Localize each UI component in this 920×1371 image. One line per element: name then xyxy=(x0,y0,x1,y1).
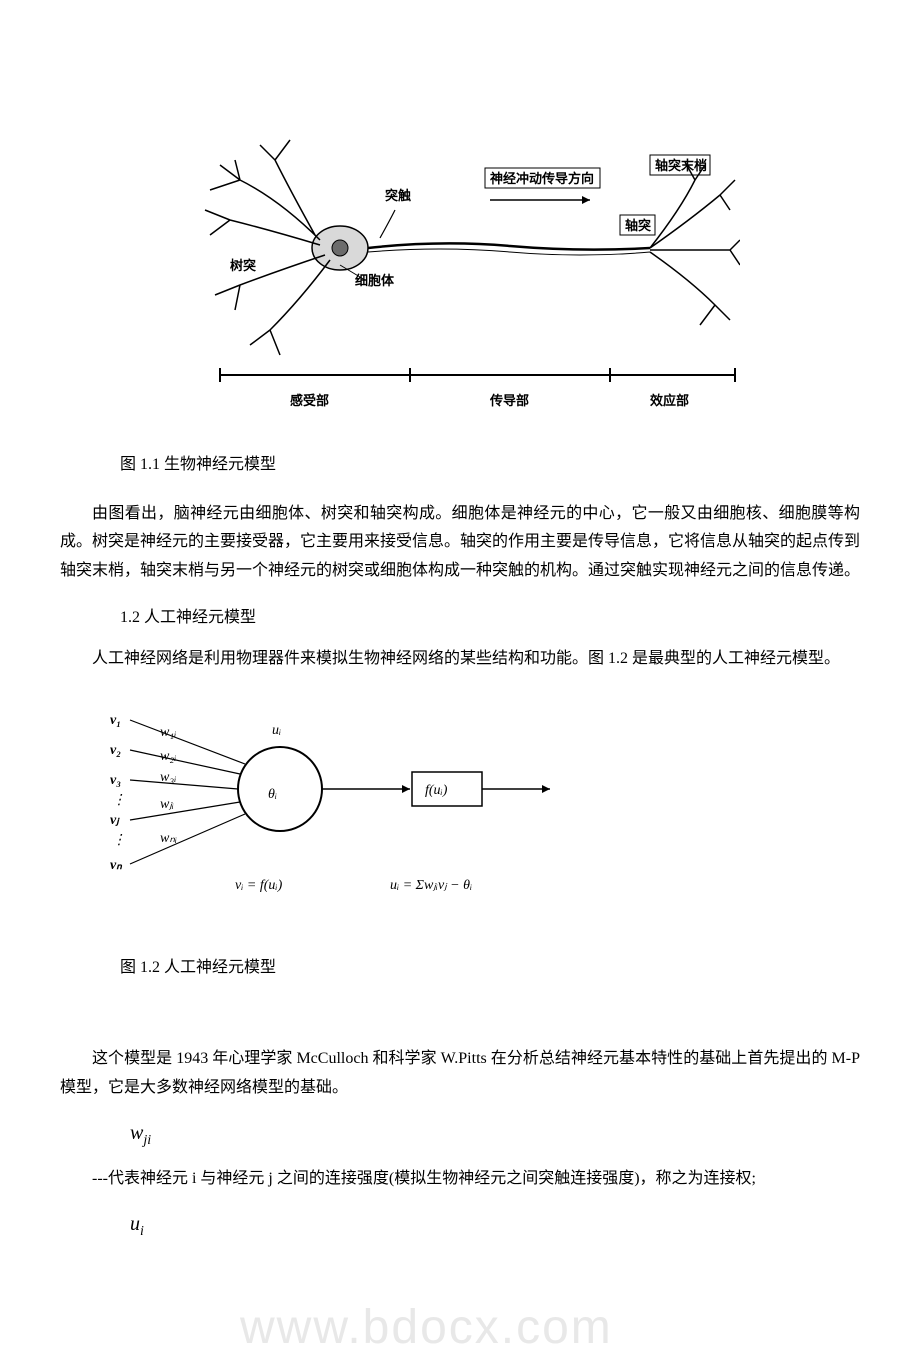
input-vn: vₙ xyxy=(110,858,123,873)
label-synapse: 突触 xyxy=(385,188,411,203)
figure1-container: 树突 突触 细胞体 神经冲动传导方向 轴突 轴突末梢 感受部 传导部 xyxy=(60,120,860,431)
artificial-neuron-svg: v₁ v₂ v₃ ⋮ vⱼ ⋮ vₙ w₁ᵢ w₂ᵢ w₃ᵢ wⱼᵢ wₙᵢ xyxy=(90,694,590,914)
label-conductor: 传导部 xyxy=(489,393,529,408)
theta-label: θᵢ xyxy=(268,787,277,802)
label-dendrite: 树突 xyxy=(230,258,256,273)
weight3: w₃ᵢ xyxy=(160,770,176,785)
para4: ---代表神经元 i 与神经元 j 之间的连接强度(模拟生物神经元之间突触连接强… xyxy=(60,1165,860,1194)
label-axon: 轴突 xyxy=(625,218,651,233)
watermark: www.bdocx.com xyxy=(240,1285,613,1371)
equation-right: uᵢ = Σwⱼᵢvⱼ − θᵢ xyxy=(390,878,472,893)
input-v2: v₂ xyxy=(110,743,121,758)
caption1: 图 1.1 生物神经元模型 xyxy=(120,451,860,480)
symbol-u: ui xyxy=(130,1206,860,1244)
weightj: wⱼᵢ xyxy=(160,797,174,812)
symbol-w: wji xyxy=(130,1115,860,1153)
para3: 这个模型是 1943 年心理学家 McCulloch 和科学家 W.Pitts … xyxy=(60,1045,860,1103)
figure2-container: v₁ v₂ v₃ ⋮ vⱼ ⋮ vₙ w₁ᵢ w₂ᵢ w₃ᵢ wⱼᵢ wₙᵢ xyxy=(60,694,860,925)
artificial-neuron-diagram: v₁ v₂ v₃ ⋮ vⱼ ⋮ vₙ w₁ᵢ w₂ᵢ w₃ᵢ wⱼᵢ wₙᵢ xyxy=(90,694,570,925)
para1: 由图看出，脑神经元由细胞体、树突和轴突构成。细胞体是神经元的中心，它一般又由细胞… xyxy=(60,500,860,586)
label-cellbody: 细胞体 xyxy=(355,273,395,288)
weightn: wₙᵢ xyxy=(160,831,177,846)
input-v3: v₃ xyxy=(110,773,121,788)
label-axon-terminal: 轴突末梢 xyxy=(655,158,707,173)
svg-text:⋮: ⋮ xyxy=(112,833,126,848)
equation-left: vᵢ = f(uᵢ) xyxy=(235,878,283,893)
weight2: w₂ᵢ xyxy=(160,749,176,764)
activation-label: f(uᵢ) xyxy=(425,783,448,798)
label-effector: 效应部 xyxy=(650,393,689,408)
para2: 人工神经网络是利用物理器件来模拟生物神经网络的某些结构和功能。图 1.2 是最典… xyxy=(60,645,860,674)
weight1: w₁ᵢ xyxy=(160,725,176,740)
biological-neuron-svg: 树突 突触 细胞体 神经冲动传导方向 轴突 轴突末梢 感受部 传导部 xyxy=(180,120,740,420)
heading1: 1.2 人工神经元模型 xyxy=(120,604,860,633)
input-v1: v₁ xyxy=(110,713,121,728)
biological-neuron-diagram: 树突 突触 细胞体 神经冲动传导方向 轴突 轴突末梢 感受部 传导部 xyxy=(180,120,740,431)
label-receptor: 感受部 xyxy=(290,393,329,408)
caption2: 图 1.2 人工神经元模型 xyxy=(120,954,860,983)
svg-text:⋮: ⋮ xyxy=(112,793,126,808)
u-label: uᵢ xyxy=(272,723,281,738)
input-vj: vⱼ xyxy=(110,813,120,828)
label-impulse: 神经冲动传导方向 xyxy=(490,171,594,186)
